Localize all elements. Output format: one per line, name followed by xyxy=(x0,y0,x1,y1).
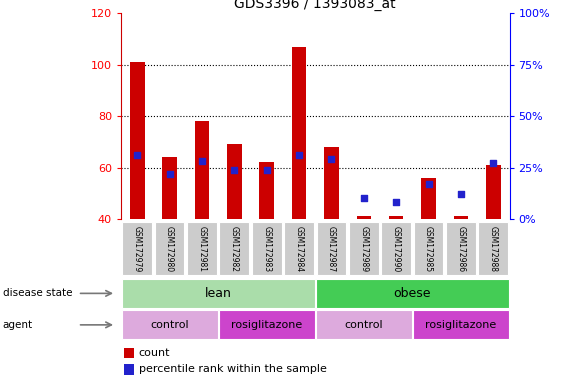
Text: control: control xyxy=(345,320,383,330)
Point xyxy=(392,199,401,205)
Text: control: control xyxy=(150,320,189,330)
Text: count: count xyxy=(138,348,170,358)
Bar xyxy=(260,162,274,219)
Bar xyxy=(123,364,133,375)
Bar xyxy=(454,216,468,219)
Bar xyxy=(316,222,346,275)
Bar xyxy=(349,222,379,275)
Text: disease state: disease state xyxy=(3,288,72,298)
Text: GSM172986: GSM172986 xyxy=(457,225,466,272)
Bar xyxy=(252,222,282,275)
Bar xyxy=(122,310,217,339)
Text: agent: agent xyxy=(3,320,33,330)
Bar xyxy=(389,216,404,219)
Point xyxy=(198,158,207,164)
Bar xyxy=(316,279,509,308)
Point xyxy=(165,170,174,177)
Text: GSM172981: GSM172981 xyxy=(198,226,207,271)
Bar xyxy=(486,165,501,219)
Bar xyxy=(187,222,217,275)
Point xyxy=(489,161,498,167)
Bar xyxy=(195,121,209,219)
Text: GSM172988: GSM172988 xyxy=(489,226,498,271)
Bar xyxy=(421,178,436,219)
Text: GSM172985: GSM172985 xyxy=(424,225,433,272)
Text: rosiglitazone: rosiglitazone xyxy=(425,320,497,330)
Bar xyxy=(324,147,339,219)
Bar xyxy=(130,62,145,219)
Text: GSM172979: GSM172979 xyxy=(133,225,142,272)
Bar xyxy=(122,279,315,308)
Text: rosiglitazone: rosiglitazone xyxy=(231,320,302,330)
Bar xyxy=(155,222,185,275)
Bar xyxy=(479,222,508,275)
Text: GSM172980: GSM172980 xyxy=(165,225,174,272)
Text: percentile rank within the sample: percentile rank within the sample xyxy=(138,364,327,374)
Bar xyxy=(381,222,411,275)
Bar xyxy=(220,222,249,275)
Bar xyxy=(122,222,152,275)
Text: GSM172987: GSM172987 xyxy=(327,225,336,272)
Point xyxy=(327,156,336,162)
Text: GSM172983: GSM172983 xyxy=(262,225,271,272)
Title: GDS3396 / 1393083_at: GDS3396 / 1393083_at xyxy=(234,0,396,11)
Bar xyxy=(446,222,476,275)
Text: GSM172990: GSM172990 xyxy=(392,225,401,272)
Point xyxy=(262,167,271,173)
Bar xyxy=(227,144,242,219)
Point xyxy=(457,191,466,197)
Bar xyxy=(284,222,314,275)
Point xyxy=(230,167,239,173)
Text: GSM172982: GSM172982 xyxy=(230,226,239,271)
Bar xyxy=(413,310,509,339)
Text: GSM172984: GSM172984 xyxy=(294,225,303,272)
Text: obese: obese xyxy=(394,287,431,300)
Bar xyxy=(414,222,444,275)
Text: lean: lean xyxy=(205,287,231,300)
Point xyxy=(133,152,142,158)
Point xyxy=(294,152,303,158)
Bar xyxy=(316,310,412,339)
Bar xyxy=(162,157,177,219)
Point xyxy=(359,195,368,201)
Text: GSM172989: GSM172989 xyxy=(359,225,368,272)
Bar xyxy=(356,216,371,219)
Bar xyxy=(219,310,315,339)
Point xyxy=(424,181,433,187)
Bar xyxy=(123,348,133,358)
Bar xyxy=(292,47,306,219)
